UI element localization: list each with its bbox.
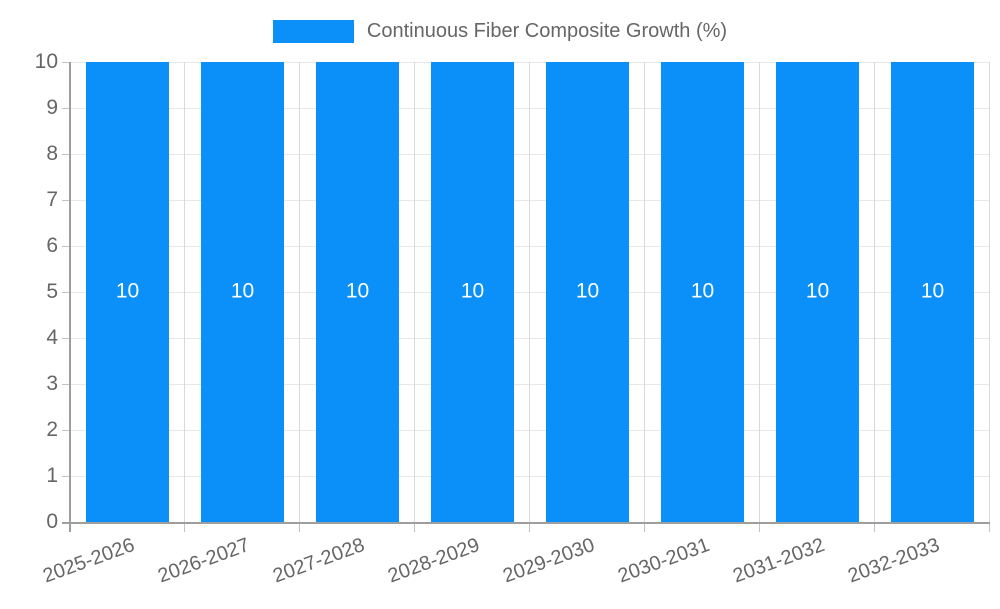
horizontal-gridline	[70, 246, 990, 247]
x-axis-tick-mark	[414, 522, 415, 532]
vertical-gridline	[529, 62, 530, 522]
y-axis-tick-label: 1	[46, 464, 58, 487]
y-axis-tick-mark	[62, 292, 70, 293]
y-axis-tick-label: 9	[46, 96, 58, 119]
vertical-gridline	[299, 62, 300, 522]
horizontal-gridline	[70, 430, 990, 431]
horizontal-gridline	[70, 200, 990, 201]
bar-value-label: 10	[460, 279, 485, 303]
x-axis-tick-mark	[299, 522, 300, 532]
x-axis-tick-mark	[184, 522, 185, 532]
vertical-gridline	[184, 62, 185, 522]
x-axis-line	[62, 522, 990, 524]
x-axis-tick-mark	[529, 522, 530, 532]
horizontal-gridline	[70, 108, 990, 109]
y-axis-tick-label: 10	[34, 50, 58, 73]
horizontal-gridline	[70, 62, 990, 63]
bar-value-label: 10	[575, 279, 600, 303]
y-axis-tick-mark	[62, 430, 70, 431]
bar[interactable]: 10	[201, 62, 284, 522]
horizontal-gridline	[70, 338, 990, 339]
bar[interactable]: 10	[776, 62, 859, 522]
horizontal-gridline	[70, 292, 990, 293]
y-axis-tick-mark	[62, 476, 70, 477]
vertical-gridline	[989, 62, 990, 522]
legend-label: Continuous Fiber Composite Growth (%)	[366, 20, 728, 42]
bar-value-label: 10	[690, 279, 715, 303]
bar[interactable]: 10	[86, 62, 169, 522]
vertical-gridline	[759, 62, 760, 522]
horizontal-gridline	[70, 476, 990, 477]
x-axis-tick-mark	[989, 522, 990, 532]
horizontal-gridline	[70, 154, 990, 155]
bar[interactable]: 10	[891, 62, 974, 522]
x-axis-tick-mark	[644, 522, 645, 532]
y-axis-tick-label: 2	[46, 418, 58, 441]
x-axis-tick-mark	[874, 522, 875, 532]
bar[interactable]: 10	[316, 62, 399, 522]
legend-item[interactable]: Continuous Fiber Composite Growth (%)	[0, 20, 1000, 43]
bar[interactable]: 10	[431, 62, 514, 522]
bar-value-label: 10	[805, 279, 830, 303]
legend-color-swatch	[272, 20, 354, 43]
bar-value-label: 10	[345, 279, 370, 303]
y-axis-tick-label: 5	[46, 280, 58, 303]
y-axis-line	[69, 62, 71, 532]
y-axis-tick-mark	[62, 62, 70, 63]
horizontal-gridline	[70, 384, 990, 385]
y-axis-tick-mark	[62, 108, 70, 109]
y-axis-tick-label: 3	[46, 372, 58, 395]
y-axis-tick-label: 0	[46, 510, 58, 533]
y-axis-tick-label: 6	[46, 234, 58, 257]
bar-value-label: 10	[115, 279, 140, 303]
bar-value-label: 10	[920, 279, 945, 303]
vertical-gridline	[874, 62, 875, 522]
bar-value-label: 10	[230, 279, 255, 303]
y-axis-tick-mark	[62, 200, 70, 201]
y-axis-tick-mark	[62, 338, 70, 339]
x-axis-tick-mark	[759, 522, 760, 532]
vertical-gridline	[414, 62, 415, 522]
bar[interactable]: 10	[546, 62, 629, 522]
y-axis-tick-mark	[62, 154, 70, 155]
y-axis-tick-label: 8	[46, 142, 58, 165]
y-axis-tick-mark	[62, 384, 70, 385]
y-axis-tick-label: 7	[46, 188, 58, 211]
vertical-gridline	[644, 62, 645, 522]
bar[interactable]: 10	[661, 62, 744, 522]
y-axis-tick-mark	[62, 246, 70, 247]
y-axis-tick-label: 4	[46, 326, 58, 349]
